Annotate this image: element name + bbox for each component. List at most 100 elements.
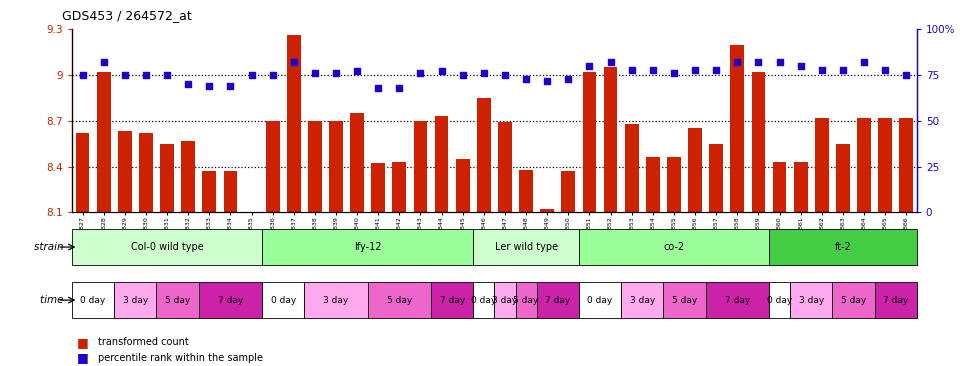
Bar — [287, 36, 300, 212]
Bar — [304, 282, 368, 318]
Bar — [494, 282, 516, 318]
Point — [561, 76, 576, 82]
Bar — [815, 118, 828, 212]
Point — [730, 59, 745, 65]
Text: ■: ■ — [77, 351, 88, 365]
Text: 3 day: 3 day — [123, 296, 148, 305]
Text: ■: ■ — [77, 336, 88, 349]
Point — [159, 72, 175, 78]
Bar — [156, 282, 199, 318]
Bar — [414, 121, 427, 212]
Text: 0 day: 0 day — [767, 296, 792, 305]
Point — [793, 63, 808, 69]
Point — [476, 70, 492, 76]
Bar — [875, 282, 917, 318]
Bar — [769, 229, 917, 265]
Point — [582, 63, 597, 69]
Bar — [97, 72, 110, 212]
Point — [349, 68, 365, 74]
Text: Col-0 wild type: Col-0 wild type — [131, 242, 204, 252]
Text: ft-2: ft-2 — [834, 242, 852, 252]
Text: GDS453 / 264572_at: GDS453 / 264572_at — [62, 9, 192, 22]
Bar — [72, 282, 114, 318]
Bar — [836, 143, 850, 212]
Bar — [857, 118, 871, 212]
Point — [772, 59, 787, 65]
Text: 0 day: 0 day — [271, 296, 296, 305]
Text: lfy-12: lfy-12 — [354, 242, 381, 252]
Text: time: time — [40, 295, 67, 305]
Bar — [878, 118, 892, 212]
Text: 5 day: 5 day — [387, 296, 412, 305]
Point — [328, 70, 344, 76]
Bar — [329, 121, 343, 212]
Bar — [224, 171, 237, 212]
Bar — [688, 128, 702, 212]
Point — [624, 67, 639, 72]
Bar — [199, 282, 262, 318]
Point — [286, 59, 301, 65]
Bar — [308, 121, 322, 212]
Point — [497, 72, 513, 78]
Text: 7 day: 7 day — [725, 296, 750, 305]
Point — [223, 83, 238, 89]
Bar — [473, 282, 494, 318]
Bar — [160, 143, 174, 212]
Bar — [579, 229, 769, 265]
Bar — [262, 229, 473, 265]
Bar — [456, 159, 469, 212]
Point — [265, 72, 280, 78]
Bar — [393, 162, 406, 212]
Text: 0 day: 0 day — [588, 296, 612, 305]
Bar — [769, 282, 790, 318]
Point — [814, 67, 829, 72]
Bar — [579, 282, 621, 318]
Text: co-2: co-2 — [663, 242, 684, 252]
Bar — [709, 143, 723, 212]
Bar — [477, 98, 491, 212]
Point — [856, 59, 872, 65]
Bar — [139, 133, 153, 212]
Bar — [72, 229, 262, 265]
Bar — [372, 164, 385, 212]
Point — [75, 72, 90, 78]
Text: percentile rank within the sample: percentile rank within the sample — [98, 353, 263, 363]
Bar — [667, 157, 681, 212]
Bar — [832, 282, 875, 318]
Point — [751, 59, 766, 65]
Point — [244, 72, 259, 78]
Text: 7 day: 7 day — [218, 296, 243, 305]
Bar — [519, 169, 533, 212]
Point — [96, 59, 111, 65]
Point — [138, 72, 154, 78]
Bar — [773, 162, 786, 212]
Text: 3 day: 3 day — [799, 296, 824, 305]
Point — [180, 81, 196, 87]
Text: 7 day: 7 day — [883, 296, 908, 305]
Point — [434, 68, 449, 74]
Bar — [731, 45, 744, 212]
Bar — [604, 67, 617, 212]
Text: strain: strain — [35, 242, 67, 252]
Bar — [118, 131, 132, 212]
Bar — [621, 282, 663, 318]
Bar — [516, 282, 537, 318]
Text: 5 day: 5 day — [514, 296, 539, 305]
Point — [371, 85, 386, 91]
Bar — [540, 209, 554, 212]
Bar — [900, 118, 913, 212]
Bar — [583, 72, 596, 212]
Bar — [537, 282, 579, 318]
Text: 3 day: 3 day — [324, 296, 348, 305]
Point — [708, 67, 724, 72]
Point — [603, 59, 618, 65]
Point — [413, 70, 428, 76]
Point — [899, 72, 914, 78]
Bar — [794, 162, 807, 212]
Point — [540, 78, 555, 83]
Bar — [368, 282, 431, 318]
Point — [307, 70, 323, 76]
Bar — [203, 171, 216, 212]
Point — [518, 76, 534, 82]
Text: 7 day: 7 day — [440, 296, 465, 305]
